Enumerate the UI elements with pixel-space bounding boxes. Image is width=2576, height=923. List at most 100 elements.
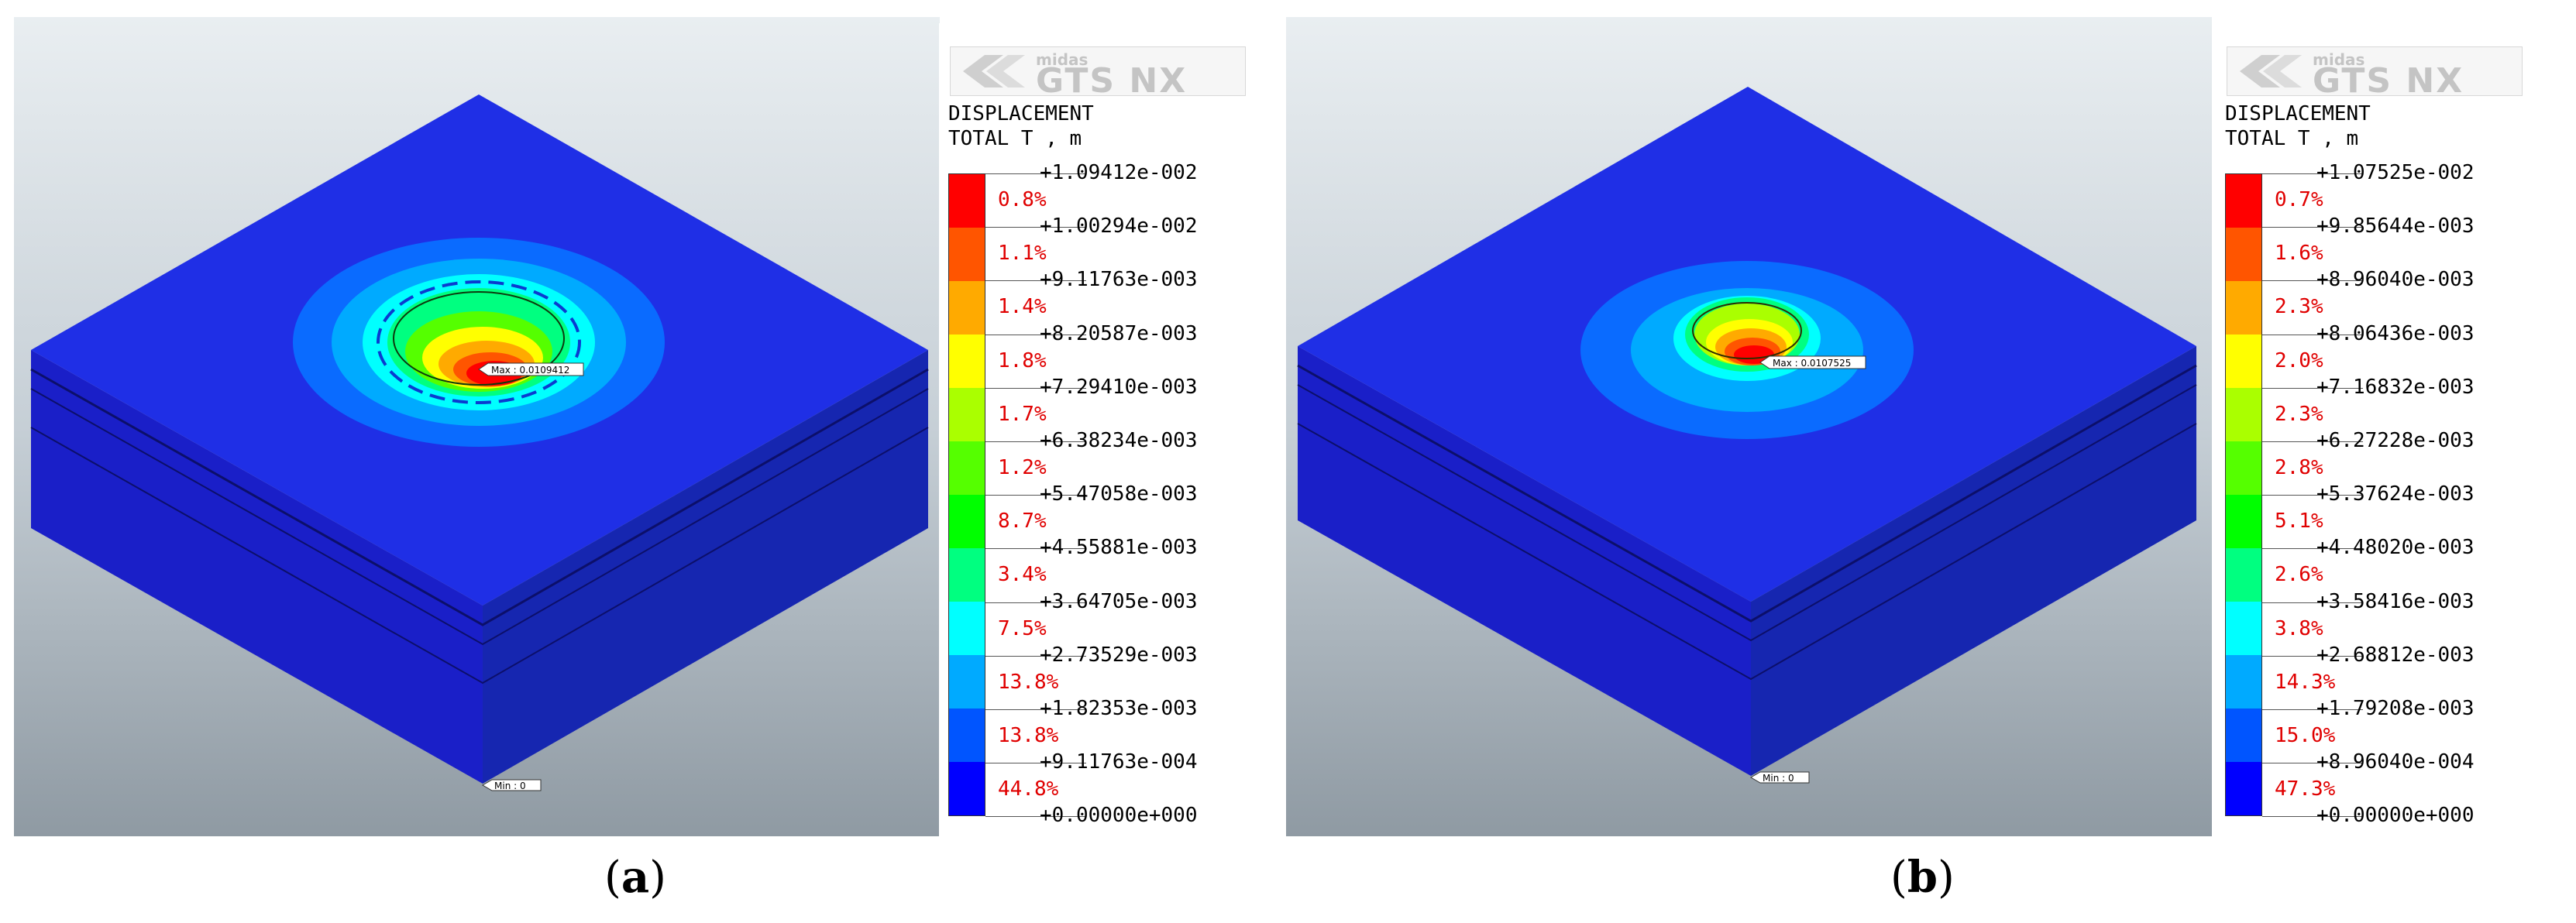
legend-percent: 0.7% [2275, 188, 2323, 211]
legend-percent: 0.8% [998, 188, 1047, 211]
legend-tick-label: +2.68812e-003 [2316, 643, 2475, 667]
panel-a: Max : 0.0109412 Min : 0 midas GTS NX DIS… [0, 0, 1286, 923]
legend-subtitle: TOTAL T , m [948, 127, 1082, 150]
legend-band [949, 228, 985, 281]
max-marker[interactable]: Max : 0.0109412 [478, 362, 584, 376]
legend-tick-line [2262, 548, 2363, 549]
panel-b: Max : 0.0107525 Min : 0 midas GTS NX DIS… [1286, 0, 2576, 923]
legend-percent: 13.8% [998, 671, 1059, 694]
legend-tick-label: +0.00000e+000 [2316, 804, 2475, 827]
legend-percent: 2.3% [2275, 295, 2323, 318]
legend-percent: 14.3% [2275, 671, 2336, 694]
legend-tick-label: +1.00294e-002 [1040, 214, 1198, 238]
max-marker[interactable]: Max : 0.0107525 [1759, 355, 1866, 369]
legend-tick-line [2262, 656, 2363, 657]
legend-tick-line [2262, 227, 2363, 228]
legend-tick-label: +4.48020e-003 [2316, 536, 2475, 559]
caption-b: (b) [1890, 852, 1955, 903]
legend-percent: 5.1% [2275, 510, 2323, 533]
legend-tick-label: +1.79208e-003 [2316, 697, 2475, 720]
legend-percent: 1.4% [998, 295, 1047, 318]
legend-band [2226, 174, 2261, 228]
legend-band [2226, 441, 2261, 495]
pit-wall-line [1692, 302, 1802, 359]
legend-tick-label: +5.47058e-003 [1040, 482, 1198, 506]
model-viewport-b[interactable]: Max : 0.0107525 Min : 0 [1286, 17, 2212, 836]
legend-tick-label: +8.06436e-003 [2316, 322, 2475, 345]
software-logo: midas GTS NX [2227, 46, 2523, 101]
model-viewport-a[interactable]: Max : 0.0109412 Min : 0 [14, 17, 940, 836]
legend-tick-line [985, 227, 1086, 228]
legend-band [949, 388, 985, 441]
max-label: Max : 0.0107525 [1773, 358, 1851, 369]
legend-band [949, 548, 985, 602]
legend-colorbar [2225, 173, 2262, 816]
legend-tick-label: +1.07525e-002 [2316, 161, 2475, 184]
software-logo: midas GTS NX [950, 46, 1246, 101]
legend-percent: 1.6% [2275, 242, 2323, 265]
legend-percent: 7.5% [998, 617, 1047, 640]
legend-band [949, 174, 985, 228]
legend-tick-label: +7.16832e-003 [2316, 376, 2475, 399]
pit-wall-line [393, 291, 565, 386]
legend-percent: 1.1% [998, 242, 1047, 265]
legend-percent: 1.2% [998, 456, 1047, 479]
legend-percent: 15.0% [2275, 724, 2336, 747]
caption-a: (a) [604, 852, 667, 903]
legend-percent: 3.8% [2275, 617, 2323, 640]
min-label: Min : 0 [494, 781, 526, 791]
legend-tick-line [985, 495, 1086, 496]
min-label: Min : 0 [1763, 773, 1794, 784]
legend-tick-label: +8.96040e-003 [2316, 268, 2475, 291]
legend-band [949, 709, 985, 762]
legend-percent: 1.8% [998, 349, 1047, 372]
pit-wall-line [377, 280, 581, 404]
legend-tick-label: +4.55881e-003 [1040, 536, 1198, 559]
legend-tick-line [2262, 602, 2363, 603]
legend-band [2226, 495, 2261, 548]
legend-tick-line [985, 548, 1086, 549]
legend-band [2226, 335, 2261, 388]
legend-band [949, 602, 985, 655]
logo-small: midas [1036, 50, 1089, 69]
legend-percent: 2.0% [2275, 349, 2323, 372]
min-marker[interactable]: Min : 0 [1750, 771, 1810, 784]
legend-tick-label: +7.29410e-003 [1040, 376, 1198, 399]
legend-a: midas GTS NX DISPLACEMENT TOTAL T , m +1… [939, 23, 1280, 836]
contour-ring-peak [1734, 345, 1774, 364]
block-left-face [31, 350, 483, 784]
legend-band [2226, 709, 2261, 762]
legend-tick-line [985, 173, 1086, 174]
layer-line [1297, 364, 2197, 623]
legend-band [949, 441, 985, 495]
legend-tick-line [2262, 280, 2363, 281]
legend-tick-line [985, 602, 1086, 603]
legend-band [2226, 548, 2261, 602]
legend-percent: 2.3% [2275, 403, 2323, 426]
legend-tick-line [2262, 388, 2363, 389]
legend-tick-label: +8.96040e-004 [2316, 750, 2475, 774]
legend-tick-label: +9.11763e-003 [1040, 268, 1198, 291]
legend-tick-label: +6.38234e-003 [1040, 429, 1198, 452]
logo-mark-icon [2240, 55, 2302, 87]
max-label: Max : 0.0109412 [491, 365, 569, 376]
block-right-face [483, 350, 928, 784]
legend-band [2226, 388, 2261, 441]
legend-band [2226, 762, 2261, 815]
legend-tick-label: +2.73529e-003 [1040, 643, 1198, 667]
legend-percent: 13.8% [998, 724, 1059, 747]
legend-subtitle: TOTAL T , m [2225, 127, 2359, 150]
legend-percent: 2.8% [2275, 456, 2323, 479]
legend-tick-line [2262, 816, 2363, 817]
legend-tick-label: +3.58416e-003 [2316, 590, 2475, 613]
legend-band [949, 655, 985, 709]
legend-tick-label: +5.37624e-003 [2316, 482, 2475, 506]
logo-small: midas [2313, 50, 2365, 69]
legend-band [949, 281, 985, 335]
min-marker[interactable]: Min : 0 [482, 779, 542, 791]
legend-tick-label: +0.00000e+000 [1040, 804, 1198, 827]
legend-tick-line [985, 280, 1086, 281]
layer-line [30, 368, 929, 626]
legend-tick-line [985, 816, 1086, 817]
legend-band [2226, 281, 2261, 335]
